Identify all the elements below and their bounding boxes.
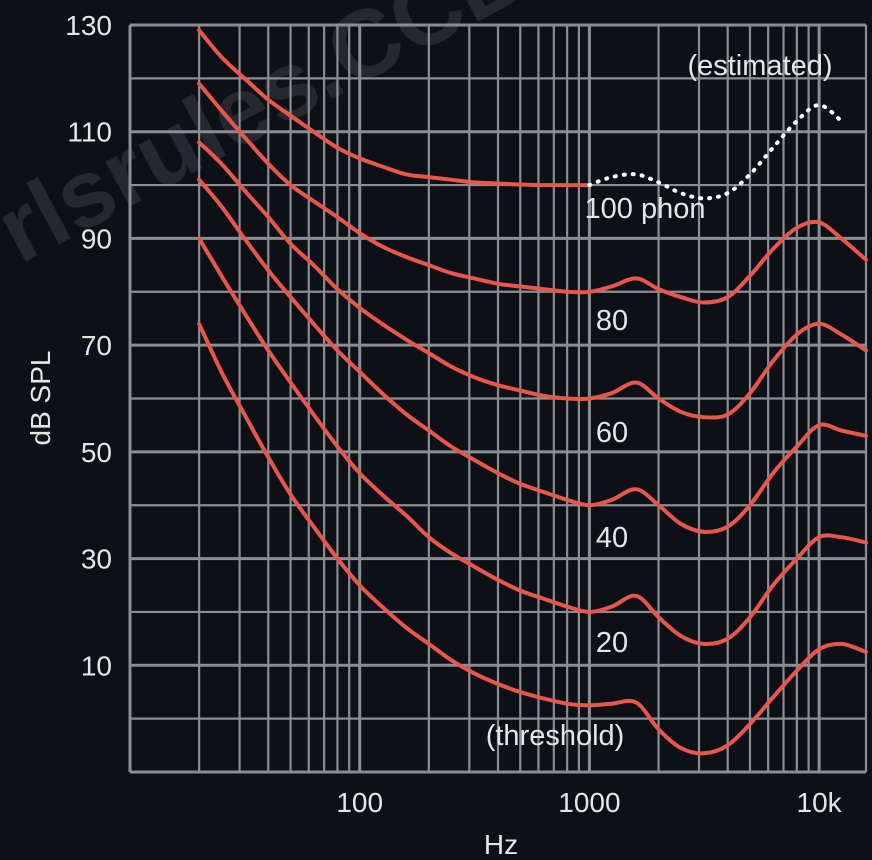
x-axis-label: Hz xyxy=(484,829,518,860)
y-tick-label: 50 xyxy=(81,437,112,468)
x-tick-label: 1000 xyxy=(558,787,620,818)
x-tick-label: 100 xyxy=(336,787,383,818)
axis-ticks: 10 30 50 70 90 110 130 100 1000 10k xyxy=(65,10,842,818)
curve-label-100-phon: 100 phon xyxy=(585,193,706,225)
y-tick-label: 10 xyxy=(81,650,112,681)
y-tick-label: 110 xyxy=(67,117,112,148)
curve-label-40: 40 xyxy=(596,522,628,554)
y-tick-label: 90 xyxy=(81,223,112,254)
y-tick-label: 70 xyxy=(81,330,112,361)
y-tick-label: 30 xyxy=(81,544,112,575)
loudness-curves xyxy=(197,28,868,756)
curve-20 xyxy=(197,236,868,646)
curve-60 xyxy=(197,140,868,420)
curve-100-phon xyxy=(197,28,592,188)
curve-label-60: 60 xyxy=(596,417,628,449)
curve-labels: (threshold) 20 40 60 80 100 phon (estimated) xyxy=(486,50,833,752)
curve-threshold xyxy=(197,321,868,756)
x-tick-label: 10k xyxy=(797,787,843,818)
y-tick-label: 130 xyxy=(65,10,112,41)
curve-80 xyxy=(197,81,868,305)
curve-label-80: 80 xyxy=(596,305,628,337)
curve-label-20: 20 xyxy=(596,627,628,659)
grid-lines xyxy=(128,23,868,774)
curve-label-threshold: (threshold) xyxy=(486,720,625,752)
y-axis-label: dB SPL xyxy=(25,351,56,446)
curve-label-estimated: (estimated) xyxy=(687,50,832,82)
curve-estimated xyxy=(587,102,844,201)
curve-40 xyxy=(197,177,868,534)
